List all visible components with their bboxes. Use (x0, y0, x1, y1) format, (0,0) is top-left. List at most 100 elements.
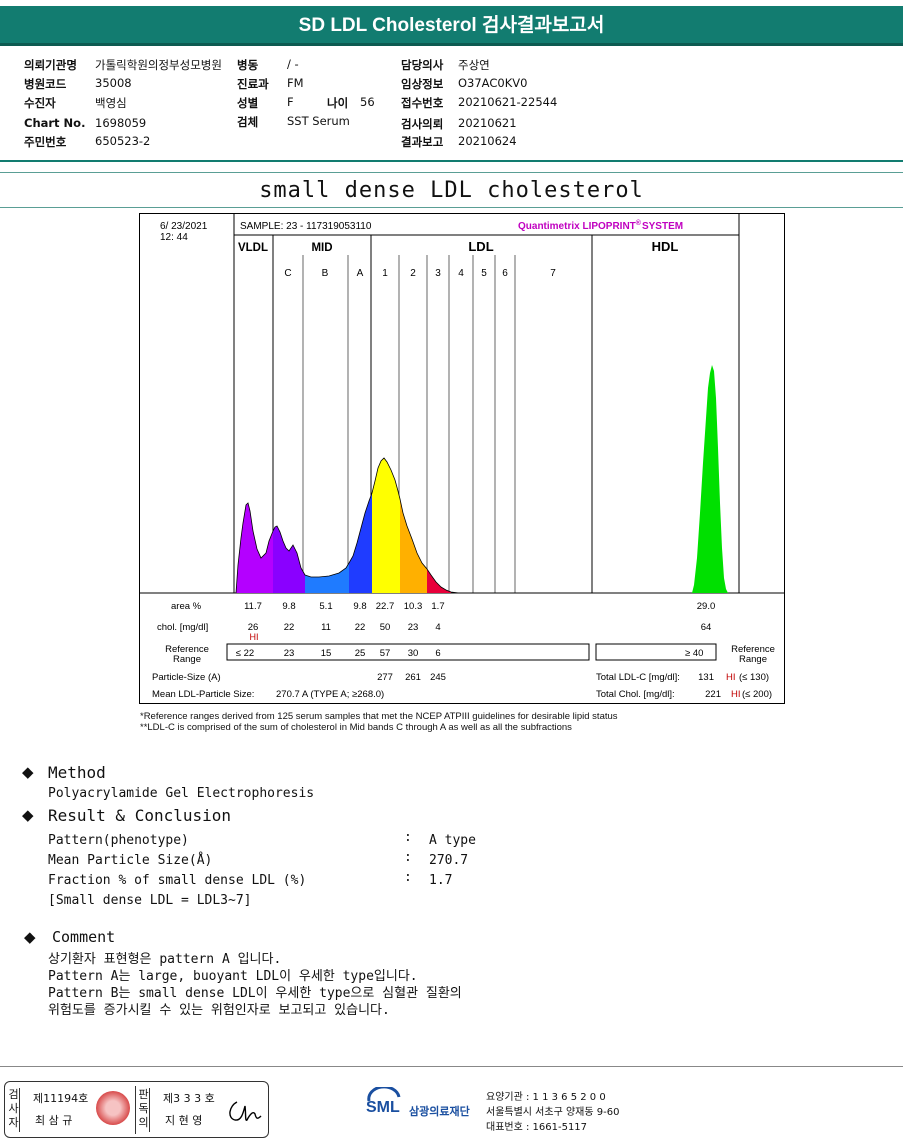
total-ldl-flag: HI (726, 672, 736, 683)
chart-sample: SAMPLE: 23 - 117319053110 (240, 221, 372, 232)
area-vldl: 11.7 (244, 601, 262, 612)
area-b: 5.1 (319, 601, 332, 612)
band-label-6: 6 (502, 268, 508, 279)
hdl-ref: ≥ 40 (685, 648, 703, 659)
group-label-ldl: LDL (468, 239, 493, 254)
divider-top (0, 160, 903, 162)
hospital-value: 가톨릭학원의정부성모병원 (95, 58, 222, 72)
comment-line-2: Pattern A는 large, buoyant LDL이 우세한 type입… (48, 969, 418, 984)
result-value-fraction: 1.7 (429, 873, 453, 888)
tester-no: 제11194호 (33, 1092, 89, 1105)
seal-icon (96, 1091, 130, 1125)
sml-logo-icon: SML (363, 1085, 405, 1123)
ward-value: / - (287, 57, 299, 71)
particle-row: 277 261 245 (377, 672, 446, 683)
particle-3: 245 (430, 672, 446, 683)
result-colon: : (404, 850, 412, 865)
org-code: 요양기관 : 1 1 3 6 5 2 0 0 (486, 1092, 606, 1103)
bullet-diamond-icon: ◆ (22, 806, 34, 824)
band-label-4: 4 (458, 268, 464, 279)
total-chol-ref: (≤ 200) (742, 689, 772, 700)
peak-c (273, 526, 305, 593)
chart-frame (139, 213, 785, 704)
ref-c: 23 (284, 648, 295, 659)
peak-a (349, 493, 372, 593)
org-tel: 대표번호 : 1661-5117 (486, 1122, 588, 1133)
row-label-chol: chol. [mg/dl] (157, 622, 208, 633)
band-label-a: A (357, 268, 364, 279)
total-chol-flag: HI (731, 689, 741, 700)
chart-time: 12: 44 (160, 232, 188, 243)
result-value-pattern: A type (429, 833, 476, 848)
org-address: 서울특별시 서초구 양재동 9-60 (486, 1107, 620, 1118)
specimen-value: SST Serum (287, 114, 350, 128)
code-value: 35008 (95, 76, 132, 90)
reviewer-name: 지 현 영 (165, 1114, 203, 1127)
ref-a: 25 (355, 648, 366, 659)
peaks (236, 365, 728, 593)
area-1: 22.7 (376, 601, 395, 612)
divider-footer (0, 1066, 903, 1067)
reported-value: 20210624 (458, 134, 517, 148)
sex-value: F (287, 95, 294, 109)
org-name: 삼광의료재단 (409, 1105, 470, 1118)
total-ldl-label: Total LDL-C [mg/dl]: (596, 672, 680, 683)
peak-vldl (236, 503, 273, 593)
area-hdl: 29.0 (697, 601, 716, 612)
area-a: 9.8 (353, 601, 366, 612)
area-c: 9.8 (282, 601, 295, 612)
band-label-7: 7 (550, 268, 556, 279)
chol-b: 11 (321, 622, 331, 633)
request-value: 20210621 (458, 116, 517, 130)
chol-hdl: 64 (701, 622, 712, 633)
reviewer-label: 판독의 (138, 1088, 150, 1132)
band-label-5: 5 (481, 268, 487, 279)
chol-2: 23 (408, 622, 419, 633)
comment-line-1: 상기환자 표현형은 pattern A 입니다. (48, 952, 282, 967)
chol-row: 26 22 11 22 50 23 4 64 HI (248, 622, 712, 642)
peak-3 (427, 569, 451, 593)
chart-date: 6/ 23/2021 (160, 221, 208, 232)
divider-title (0, 207, 903, 208)
row-label-ref2: Range (173, 654, 201, 665)
report-title: SD LDL Cholesterol 검사결과보고서 (0, 6, 903, 46)
note-line-2: **LDL-C is comprised of the sum of chole… (140, 722, 572, 733)
chol-vldl-flag: HI (250, 632, 259, 642)
dept-value: FM (287, 76, 304, 90)
chol-3: 4 (435, 622, 440, 633)
id-value: 650523-2 (95, 134, 151, 148)
peak-hdl (692, 365, 728, 593)
total-ldl-value: 131 (698, 672, 714, 683)
result-label-fraction: Fraction % of small dense LDL (%) (48, 873, 307, 888)
ward-label: 병동 (237, 58, 259, 72)
result-heading: Result & Conclusion (48, 806, 232, 825)
particle-2: 261 (405, 672, 421, 683)
row-label-particle: Particle-Size (A) (152, 672, 221, 683)
signature-box: 검사자 제11194호 최 삼 규 판독의 제3 3 3 호 지 현 영 (4, 1081, 269, 1138)
method-text: Polyacrylamide Gel Electrophoresis (48, 786, 315, 801)
doctor-value: 주상연 (458, 58, 490, 72)
peak-2 (400, 499, 427, 593)
row-label-ref1: Reference (165, 644, 209, 655)
ref-1: 57 (380, 648, 391, 659)
reported-label: 결과보고 (401, 135, 444, 149)
chart-value: 1698059 (95, 116, 147, 130)
request-label: 검사의뢰 (401, 117, 444, 131)
comment-heading: Comment (52, 928, 116, 946)
reviewer-no: 제3 3 3 호 (163, 1092, 215, 1105)
dept-label: 진료과 (237, 77, 269, 91)
density-curve (235, 457, 460, 594)
ref-3: 6 (435, 648, 440, 659)
clinical-value: O37AC0KV0 (458, 76, 528, 90)
chol-c: 22 (284, 622, 295, 633)
tester-label: 검사자 (8, 1088, 20, 1132)
band-label-3: 3 (435, 268, 441, 279)
area-row: 11.7 9.8 5.1 9.8 22.7 10.3 1.7 29.0 (244, 601, 715, 612)
row-label-area: area % (171, 601, 202, 612)
chol-a: 22 (355, 622, 366, 633)
peak-b (305, 563, 349, 593)
id-label: 주민번호 (24, 135, 67, 149)
age-value: 56 (360, 95, 375, 109)
section-title: small dense LDL cholesterol (259, 178, 644, 203)
ref-right-2: Range (739, 654, 767, 665)
